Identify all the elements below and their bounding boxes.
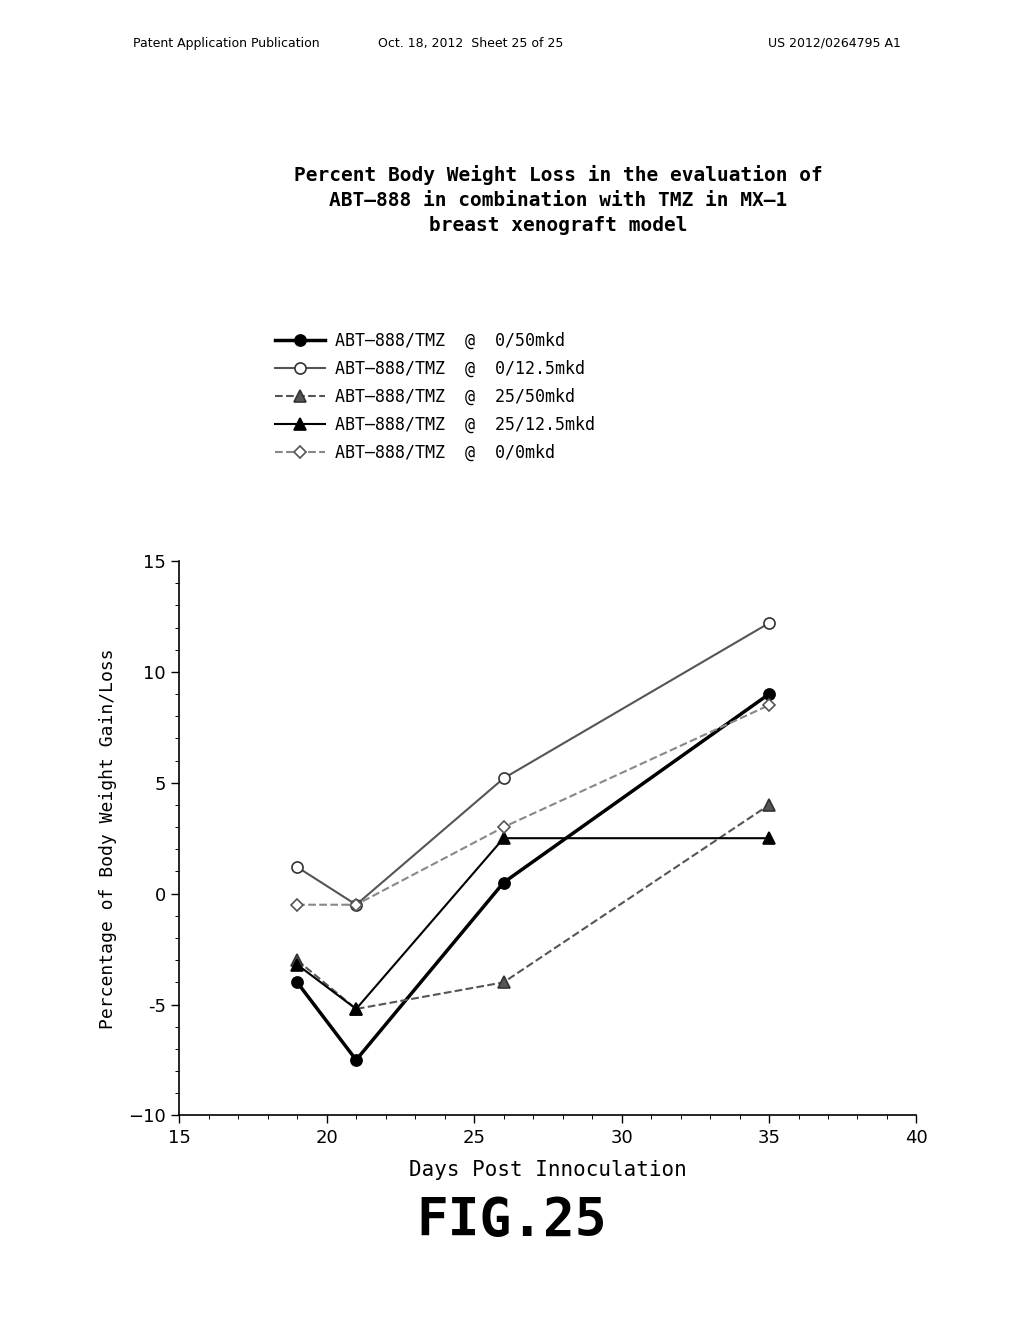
Text: Percent Body Weight Loss in the evaluation of
ABT–888 in combination with TMZ in: Percent Body Weight Loss in the evaluati… [294, 165, 822, 235]
Legend: ABT–888/TMZ  @  0/50mkd, ABT–888/TMZ  @  0/12.5mkd, ABT–888/TMZ  @  25/50mkd, AB: ABT–888/TMZ @ 0/50mkd, ABT–888/TMZ @ 0/1… [274, 331, 595, 462]
Text: US 2012/0264795 A1: US 2012/0264795 A1 [768, 37, 901, 50]
Y-axis label: Percentage of Body Weight Gain/Loss: Percentage of Body Weight Gain/Loss [99, 648, 117, 1028]
Text: Oct. 18, 2012  Sheet 25 of 25: Oct. 18, 2012 Sheet 25 of 25 [378, 37, 564, 50]
Text: FIG.25: FIG.25 [417, 1195, 607, 1247]
X-axis label: Days Post Innoculation: Days Post Innoculation [409, 1160, 687, 1180]
Text: Patent Application Publication: Patent Application Publication [133, 37, 319, 50]
